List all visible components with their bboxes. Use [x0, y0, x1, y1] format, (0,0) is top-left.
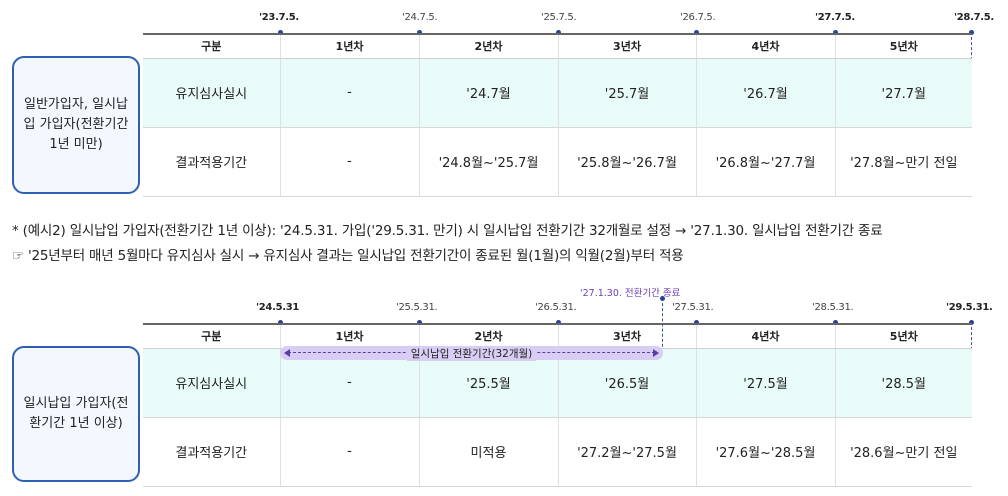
- header-cell: 1년차: [279, 33, 419, 59]
- tick-label: '24.5.31: [256, 302, 300, 313]
- timeline-table-general: '23.7.5. '24.7.5. '25.7.5. '26.7.5. '27.…: [0, 0, 1008, 200]
- header-cell: 구분: [143, 33, 280, 59]
- tick-dot: [417, 320, 422, 325]
- header-cell: 2년차: [418, 33, 558, 59]
- tick-label: '26.5.31.: [535, 302, 577, 313]
- period-bar-label: 일시납입 전환기간(32개월): [406, 345, 537, 361]
- header-cell: 2년차: [418, 323, 558, 349]
- table-cell: '28.6월~만기 전일: [834, 417, 972, 487]
- row-header-cell: 유지심사실시: [143, 348, 280, 418]
- tick-dot: [278, 30, 283, 35]
- tick-label: '29.5.31.: [946, 302, 993, 313]
- table-row: 결과적용기간 - 미적용 '27.2월~'27.5월 '27.6월~'28.5월…: [143, 417, 972, 487]
- tick-dot: [278, 320, 283, 325]
- tick-label: '25.5.31.: [396, 302, 438, 313]
- table-row: 유지심사실시 - '24.7월 '25.7월 '26.7월 '27.7월: [143, 58, 972, 128]
- table-header-row: 구분 1년차 2년차 3년차 4년차 5년차: [143, 33, 972, 59]
- tick-dot: [833, 30, 838, 35]
- tick-label: '28.5.31.: [812, 302, 854, 313]
- tick-dot: [694, 320, 699, 325]
- example-note: * (예시2) 일시납입 가입자(전환기간 1년 이상): '24.5.31. …: [12, 223, 883, 239]
- header-cell: 4년차: [695, 33, 835, 59]
- table-cell-not-applied: 미적용: [418, 417, 558, 487]
- tick-dot: [660, 296, 665, 301]
- table-cell: '28.5월: [834, 348, 972, 418]
- tick-dot: [417, 30, 422, 35]
- row-header-cell: 결과적용기간: [143, 127, 280, 197]
- table-cell: '27.8월~만기 전일: [834, 127, 972, 197]
- table-cell: '25.8월~'26.7월: [557, 127, 696, 197]
- table-cell: -: [279, 127, 419, 197]
- tick-dot: [833, 320, 838, 325]
- header-cell: 4년차: [695, 323, 835, 349]
- tick-label: '26.7.5.: [680, 12, 716, 23]
- example-note-detail: ☞ '25년부터 매년 5월마다 유지심사 실시 → 유지심사 결과는 일시납입…: [12, 248, 684, 264]
- table-cell: -: [279, 58, 419, 128]
- row-header-cell: 결과적용기간: [143, 417, 280, 487]
- header-cell: 3년차: [557, 323, 696, 349]
- arrow-right-icon: [653, 349, 659, 357]
- schedule-table: 구분 1년차 2년차 3년차 4년차 5년차 유지심사실시 - '24.7월 '…: [143, 33, 972, 197]
- arrow-left-icon: [284, 349, 290, 357]
- schedule-table: 구분 1년차 2년차 3년차 4년차 5년차 유지심사실시 - '25.5월 '…: [143, 323, 972, 487]
- tick-dot: [969, 30, 974, 35]
- table-cell: '26.7월: [695, 58, 835, 128]
- tick-label: '24.7.5.: [402, 12, 438, 23]
- table-cell: -: [279, 417, 419, 487]
- tick-label: '27.5.31.: [672, 302, 714, 313]
- table-cell: '27.5월: [695, 348, 835, 418]
- tick-label: '25.7.5.: [541, 12, 577, 23]
- tick-label: '23.7.5.: [259, 12, 299, 23]
- table-cell: '27.6월~'28.5월: [695, 417, 835, 487]
- table-cell: '24.8월~'25.7월: [418, 127, 558, 197]
- table-cell: '25.7월: [557, 58, 696, 128]
- header-cell: 구분: [143, 323, 280, 349]
- table-cell: '27.7월: [834, 58, 972, 128]
- header-cell: 1년차: [279, 323, 419, 349]
- tick-dot: [969, 320, 974, 325]
- row-group-label: 일반가입자, 일시납입 가입자(전환기간 1년 미만): [12, 56, 140, 194]
- header-cell: 5년차: [834, 323, 972, 349]
- table-cell: '26.8월~'27.7월: [695, 127, 835, 197]
- table-cell-highlight: '27.2월~'27.5월: [557, 417, 696, 487]
- table-cell: '24.7월: [418, 58, 558, 128]
- period-end-annotation: '27.1.30. 전환기간 종료: [580, 288, 681, 299]
- row-group-label: 일시납입 가입자(전환기간 1년 이상): [12, 346, 140, 482]
- timeline-table-lump-sum: '27.1.30. 전환기간 종료 '24.5.31 '25.5.31. '26…: [0, 280, 1008, 496]
- table-header-row: 구분 1년차 2년차 3년차 4년차 5년차: [143, 323, 972, 349]
- tick-label: '28.7.5.: [954, 12, 994, 23]
- tick-dot: [694, 30, 699, 35]
- table-row: 결과적용기간 - '24.8월~'25.7월 '25.8월~'26.7월 '26…: [143, 127, 972, 197]
- tick-dot: [556, 30, 561, 35]
- tick-dot: [556, 320, 561, 325]
- header-cell: 3년차: [557, 33, 696, 59]
- tick-label: '27.7.5.: [815, 12, 855, 23]
- conversion-period-bar: 일시납입 전환기간(32개월): [280, 345, 663, 361]
- row-header-cell: 유지심사실시: [143, 58, 280, 128]
- header-cell: 5년차: [834, 33, 972, 59]
